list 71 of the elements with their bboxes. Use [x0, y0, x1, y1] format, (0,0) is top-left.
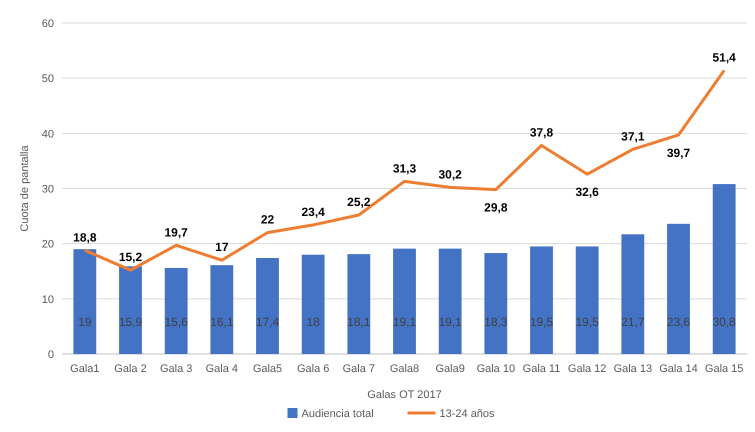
bar [73, 249, 96, 354]
y-tick-label: 40 [42, 128, 54, 140]
data-label: 15,6 [164, 315, 188, 329]
y-tick-label: 50 [42, 73, 54, 86]
x-tick-label: Gala 10 [476, 363, 516, 375]
data-label: 25,2 [347, 194, 371, 209]
data-label: 39,7 [666, 146, 690, 160]
data-label: 21,7 [621, 315, 645, 329]
data-label: 51,4 [712, 50, 736, 64]
x-tick-label: Gala 15 [704, 363, 744, 375]
bar [621, 234, 644, 354]
x-tick-label: Gala 4 [206, 363, 238, 375]
data-label: 15,2 [118, 250, 142, 264]
data-label: 19,1 [392, 315, 416, 329]
data-label: 23,4 [301, 204, 326, 219]
data-label: 19,5 [575, 315, 600, 329]
data-label: 19,1 [438, 315, 462, 329]
data-label: 37,1 [621, 129, 645, 144]
data-label: 32,6 [575, 185, 600, 200]
bar [256, 258, 279, 354]
x-tick-label: Gala5 [252, 363, 282, 375]
bar [530, 246, 553, 354]
y-tick-label: 30 [42, 184, 54, 196]
legend-label: 13-24 años [440, 408, 496, 420]
x-tick-label: Gala 14 [659, 363, 698, 375]
data-label: 15,9 [118, 315, 142, 329]
x-tick-label: Gala1 [70, 363, 100, 375]
data-label: 17 [215, 240, 229, 254]
bar [438, 248, 462, 354]
legend-label: Audiencia total [302, 408, 374, 420]
data-label: 22 [260, 212, 274, 227]
data-label: 19,7 [164, 225, 188, 240]
bar [484, 253, 508, 354]
bar [119, 266, 142, 354]
bar [393, 248, 416, 354]
data-label: 30,8 [712, 315, 736, 329]
data-label: 17,4 [256, 315, 280, 329]
x-axis-title: Galas OT 2017 [367, 389, 442, 401]
bar [347, 254, 370, 354]
data-label: 31,3 [392, 161, 416, 176]
bar [576, 246, 599, 354]
data-label: 19 [78, 315, 92, 329]
bar [302, 254, 325, 354]
y-tick-label: 0 [48, 349, 54, 361]
data-label: 23,6 [666, 315, 690, 329]
data-label: 30,2 [438, 167, 462, 182]
bar [210, 265, 234, 354]
data-label: 18 [306, 315, 320, 329]
data-label: 29,8 [484, 200, 508, 215]
x-tick-label: Gala 13 [614, 363, 652, 375]
x-tick-label: Gala 6 [296, 363, 330, 375]
bar [712, 184, 736, 354]
y-axis-title: Cuota de pantalla [19, 144, 31, 232]
x-tick-label: Gala 2 [114, 363, 147, 375]
x-tick-label: Gala8 [390, 363, 420, 375]
data-label: 18,1 [347, 315, 371, 329]
data-label: 37,8 [530, 125, 554, 140]
y-tick-label: 60 [42, 18, 54, 30]
y-tick-label: 10 [42, 294, 54, 306]
y-tick-label: 20 [42, 238, 54, 251]
data-label: 19,5 [530, 315, 554, 329]
bar [164, 268, 188, 354]
data-label: 18,8 [73, 230, 97, 244]
x-tick-label: Gala 11 [522, 363, 560, 375]
x-tick-label: Gala9 [435, 363, 465, 375]
data-label: 18,3 [484, 315, 508, 329]
x-tick-label: Gala 12 [568, 363, 606, 375]
bar [667, 224, 690, 354]
x-tick-label: Gala 3 [160, 363, 192, 375]
x-tick-label: Gala 7 [342, 363, 376, 375]
data-label: 16,1 [210, 315, 234, 329]
